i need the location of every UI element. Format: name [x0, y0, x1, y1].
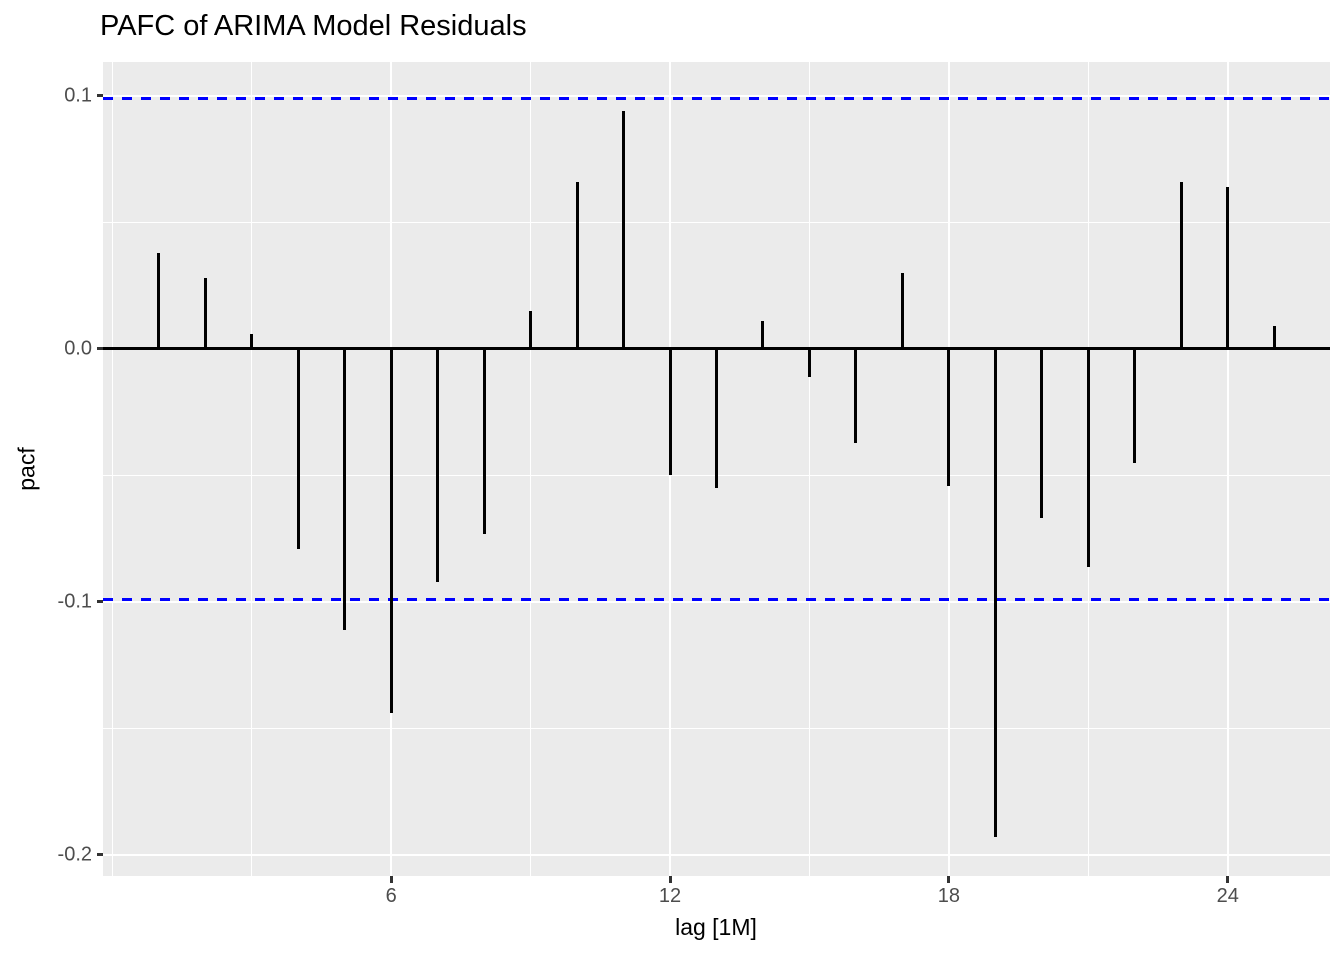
pacf-bar: [622, 111, 626, 349]
pacf-bar: [1179, 181, 1183, 349]
confidence-bound-line: [103, 96, 1330, 100]
pacf-bar: [575, 181, 579, 349]
pacf-bar: [854, 348, 858, 443]
gridline-x-minor: [251, 62, 253, 876]
gridline-x-minor: [111, 62, 113, 876]
x-tick-mark: [389, 876, 393, 883]
confidence-bound-line: [103, 597, 1330, 601]
x-tick-mark: [1226, 876, 1230, 883]
pacf-bar: [203, 278, 207, 349]
gridline-x-minor: [530, 62, 532, 876]
pacf-bar: [900, 273, 904, 349]
pacf-bar: [1086, 348, 1090, 567]
pacf-bar: [1226, 186, 1230, 349]
pacf-bar: [761, 321, 765, 349]
pacf-bar: [296, 348, 300, 549]
y-tick-mark: [97, 853, 103, 857]
x-tick-mark: [668, 876, 672, 883]
pacf-bar: [1272, 326, 1276, 349]
y-tick-label: 0.1: [64, 84, 92, 107]
pacf-bar: [529, 310, 533, 349]
pacf-bar: [482, 348, 486, 534]
x-tick-mark: [947, 876, 951, 883]
pacf-bar: [436, 348, 440, 582]
pacf-bar: [1133, 348, 1137, 463]
gridline-y-major: [103, 94, 1330, 97]
x-axis-title: lag [1M]: [675, 914, 757, 940]
x-tick-label: 18: [937, 885, 960, 907]
plot-panel: [103, 62, 1330, 876]
y-tick-mark: [97, 94, 103, 98]
y-tick-mark: [97, 347, 103, 351]
y-axis-title: pacf: [13, 447, 40, 491]
x-tick-label: 12: [658, 885, 682, 907]
y-tick-mark: [97, 600, 103, 604]
x-tick-label: 24: [1216, 885, 1239, 907]
pacf-bar: [668, 348, 672, 476]
gridline-x-minor: [808, 62, 810, 876]
gridline-y-major: [103, 853, 1330, 856]
gridline-y-major: [103, 600, 1330, 603]
pacf-bar: [807, 348, 811, 377]
pacf-bar: [389, 348, 393, 714]
y-tick-label: 0.0: [64, 337, 92, 360]
pacf-bar: [947, 348, 951, 486]
zero-axis-line: [103, 347, 1330, 351]
gridline-x-major: [1226, 62, 1229, 876]
pacf-bar: [343, 348, 347, 630]
pacf-bar: [715, 348, 718, 489]
pacf-bar: [250, 333, 254, 349]
gridline-y-minor: [103, 727, 1330, 729]
pacf-bar: [993, 348, 997, 838]
pacf-bar: [1040, 348, 1044, 519]
pacf-bar: [157, 252, 161, 349]
x-tick-label: 6: [385, 885, 397, 907]
plot-title: PAFC of ARIMA Model Residuals: [100, 10, 527, 42]
y-tick-label: -0.1: [57, 590, 92, 613]
gridline-y-minor: [103, 221, 1330, 223]
y-tick-label: -0.2: [57, 843, 92, 866]
